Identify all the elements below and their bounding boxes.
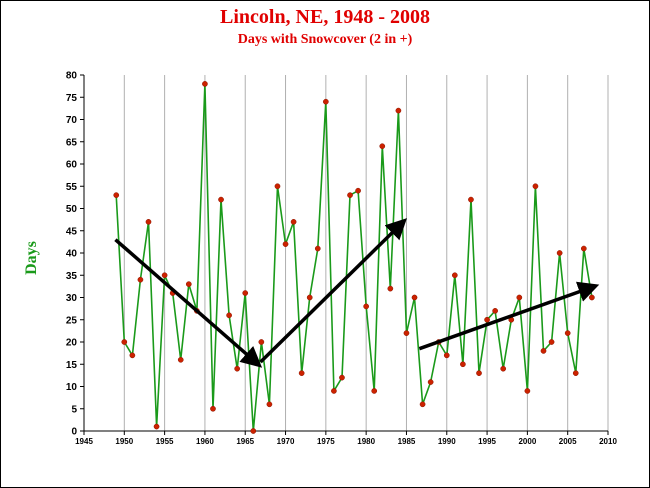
data-point — [540, 348, 547, 354]
y-tick-label: 45 — [66, 226, 78, 237]
y-tick-label: 25 — [66, 315, 78, 326]
data-point — [322, 98, 329, 105]
data-point — [250, 428, 257, 434]
data-point — [177, 356, 184, 363]
data-point — [403, 330, 410, 336]
data-point — [258, 339, 265, 345]
data-point — [306, 294, 313, 301]
trend-arrow — [418, 281, 600, 351]
trend-arrow — [259, 218, 407, 364]
data-point — [113, 192, 120, 198]
data-point — [516, 294, 523, 301]
data-point — [298, 370, 305, 376]
data-point — [460, 361, 466, 368]
x-tick-label: 1960 — [196, 437, 214, 446]
data-point — [564, 330, 571, 336]
data-point — [532, 183, 539, 190]
data-point — [347, 192, 353, 198]
x-tick-label: 1985 — [398, 437, 416, 446]
y-tick-label: 50 — [66, 204, 78, 215]
data-point — [500, 365, 507, 372]
data-point — [314, 245, 321, 252]
data-point — [427, 379, 434, 385]
y-tick-label: 65 — [66, 137, 78, 148]
data-point — [548, 339, 555, 345]
chart-title: Lincoln, NE, 1948 - 2008 — [219, 6, 431, 28]
data-point — [451, 272, 458, 279]
data-point — [387, 285, 394, 292]
y-tick-label: 0 — [71, 427, 77, 438]
data-point — [282, 241, 289, 247]
data-point — [234, 365, 241, 372]
data-point — [339, 374, 345, 381]
data-point — [371, 388, 378, 394]
data-point — [226, 312, 232, 319]
data-point — [153, 423, 160, 430]
data-point — [331, 388, 337, 394]
x-tick-label: 2000 — [518, 437, 536, 446]
y-tick-label: 55 — [66, 182, 78, 193]
data-point — [210, 405, 216, 412]
x-tick-label: 1995 — [478, 437, 496, 446]
data-point — [395, 107, 402, 114]
data-point — [290, 219, 297, 225]
data-point — [476, 370, 482, 376]
x-tick-label: 1975 — [317, 437, 335, 446]
series-line — [115, 83, 593, 432]
x-tick-label: 1980 — [357, 437, 375, 446]
data-point — [145, 219, 152, 225]
data-point — [363, 303, 370, 310]
x-tick-label: 1950 — [115, 437, 133, 446]
y-tick-label: 10 — [66, 382, 78, 393]
y-tick-label: 40 — [66, 249, 78, 260]
data-point — [242, 290, 249, 296]
x-tick-label: 2010 — [599, 437, 617, 446]
data-point — [379, 143, 386, 150]
data-point — [274, 183, 281, 190]
data-point — [218, 196, 224, 203]
y-tick-label: 80 — [66, 71, 78, 82]
data-point — [419, 401, 426, 408]
data-point — [411, 294, 418, 301]
data-point — [185, 281, 192, 287]
data-point — [137, 276, 144, 283]
y-tick-label: 15 — [66, 360, 78, 371]
data-point — [202, 81, 208, 87]
data-point — [572, 370, 579, 376]
x-tick-label: 1945 — [75, 437, 93, 446]
data-point — [580, 245, 587, 252]
data-point — [443, 352, 450, 359]
data-point — [266, 401, 273, 408]
x-tick-label: 1970 — [277, 437, 295, 446]
x-tick-label: 1955 — [156, 437, 174, 446]
y-tick-label: 70 — [66, 115, 78, 126]
data-point — [121, 339, 128, 345]
y-tick-label: 60 — [66, 160, 78, 171]
trend-arrow — [114, 238, 263, 368]
data-point — [492, 308, 498, 314]
x-tick-label: 1990 — [438, 437, 456, 446]
data-point — [161, 272, 168, 279]
data-point — [524, 388, 531, 394]
y-tick-label: 30 — [66, 293, 78, 304]
y-tick-label: 75 — [66, 93, 78, 104]
chart-subtitle: Days with Snowcover (2 in +) — [237, 32, 413, 47]
data-point — [589, 294, 595, 301]
y-tick-label: 20 — [66, 338, 78, 349]
data-point — [556, 250, 563, 256]
data-point — [484, 316, 490, 323]
data-point — [129, 352, 136, 359]
y-tick-label: 5 — [71, 404, 77, 415]
x-tick-label: 2005 — [559, 437, 577, 446]
x-tick-label: 1965 — [236, 437, 254, 446]
data-point — [468, 196, 474, 203]
data-point — [355, 187, 361, 194]
y-tick-label: 35 — [66, 271, 78, 282]
